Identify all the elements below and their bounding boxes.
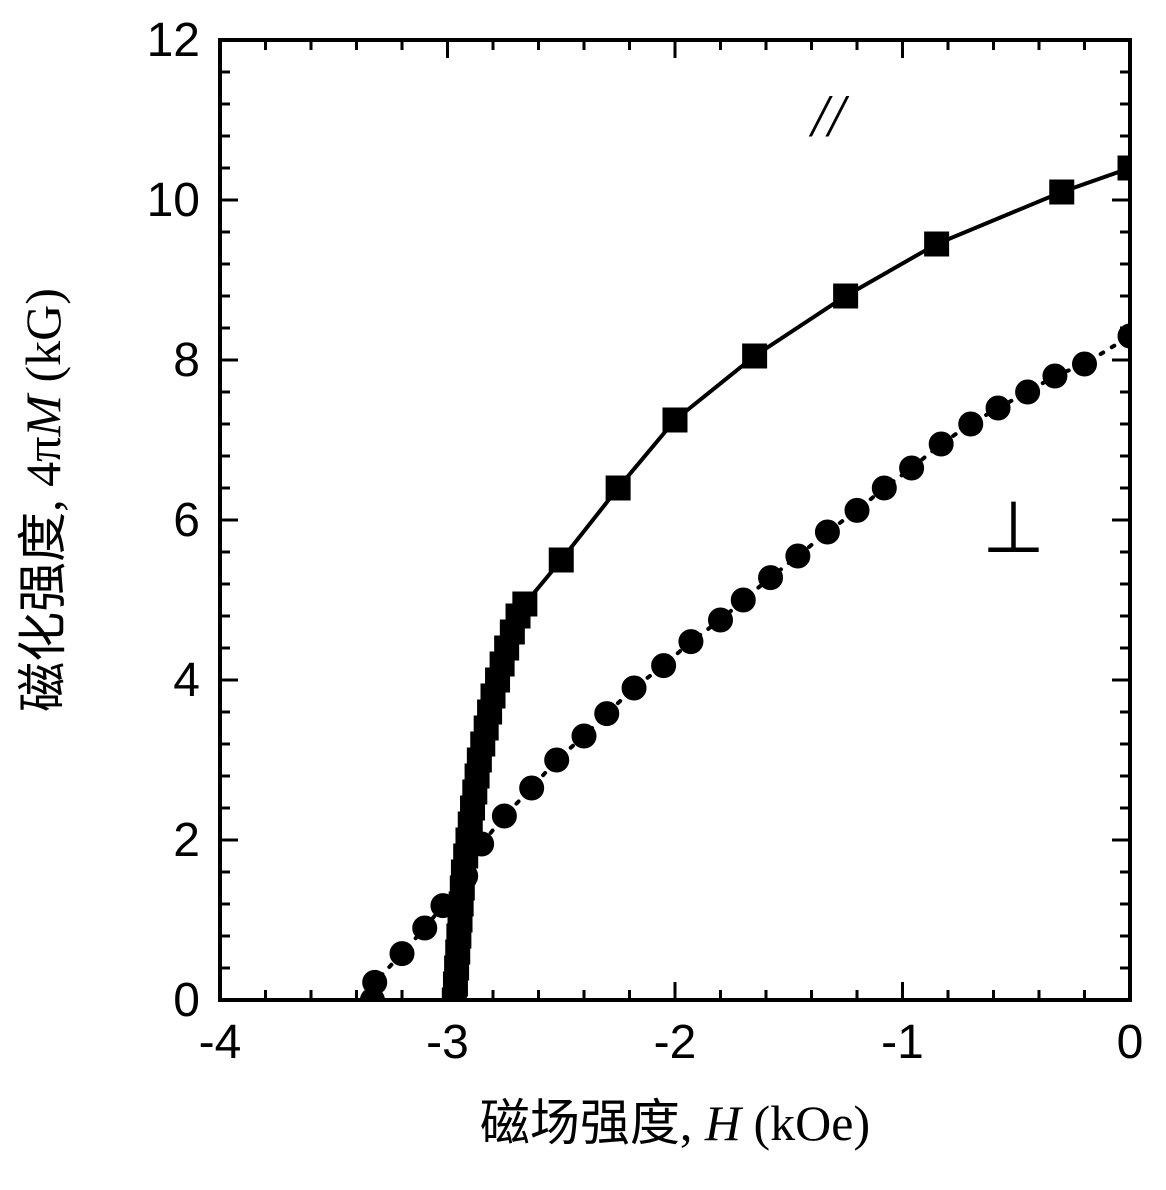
marker-circle [622, 676, 646, 700]
marker-circle [492, 804, 516, 828]
y-tick-label: 10 [147, 174, 200, 227]
marker-circle [679, 630, 703, 654]
y-tick-label: 6 [173, 494, 200, 547]
marker-circle [929, 432, 953, 456]
x-tick-label: -3 [426, 1016, 469, 1069]
marker-circle [1118, 324, 1142, 348]
series-parallel [442, 156, 1142, 1012]
marker-circle [759, 566, 783, 590]
y-tick-label: 4 [173, 654, 200, 707]
marker-circle [986, 396, 1010, 420]
y-axis-label-text: 磁化强度, [15, 499, 71, 712]
x-tick-label: -1 [881, 1016, 924, 1069]
marker-circle [731, 588, 755, 612]
marker-circle [709, 608, 733, 632]
marker-square [743, 344, 767, 368]
marker-square [513, 592, 537, 616]
marker-circle [545, 748, 569, 772]
marker-circle [1073, 352, 1097, 376]
marker-circle [845, 498, 869, 522]
marker-circle [413, 916, 437, 940]
y-tick-label: 2 [173, 814, 200, 867]
marker-circle [520, 776, 544, 800]
marker-circle [900, 456, 924, 480]
marker-circle [872, 476, 896, 500]
x-axis-label: 磁场强度, H (kOe) [480, 1095, 870, 1151]
marker-circle [1016, 380, 1040, 404]
marker-circle [390, 942, 414, 966]
marker-square [834, 284, 858, 308]
marker-square [1118, 156, 1142, 180]
y-tick-label: 0 [173, 974, 200, 1027]
x-axis-var: H [704, 1095, 744, 1151]
series-line-parallel [454, 168, 1130, 1000]
series-label-perpendicular: ⊥ [982, 488, 1045, 568]
magnetization-chart: -4 -3 -2 -1 0 0 2 4 6 8 10 12 磁场强度, H (kOe) 磁化强度, 4πM… [0, 0, 1166, 1190]
chart-container: -4 -3 -2 -1 0 0 2 4 6 8 10 12 磁场强度, H (kOe) 磁化强度, 4πM… [0, 0, 1166, 1190]
marker-square [1050, 180, 1074, 204]
y-axis-label: 磁化强度, 4πM (kG) [15, 288, 71, 712]
marker-circle [363, 970, 387, 994]
x-tick-label: -4 [199, 1016, 242, 1069]
marker-circle [572, 724, 596, 748]
series-perpendicular [360, 324, 1142, 1012]
series-label-parallel: // [809, 83, 851, 149]
y-axis-unit: (kG) [15, 288, 71, 382]
x-axis-unit: (kOe) [754, 1095, 871, 1151]
marker-square [663, 408, 687, 432]
x-tick-label: -2 [654, 1016, 697, 1069]
marker-circle [1043, 364, 1067, 388]
marker-circle [959, 412, 983, 436]
marker-circle [786, 544, 810, 568]
marker-square [925, 232, 949, 256]
marker-square [549, 548, 573, 572]
marker-circle [652, 654, 676, 678]
x-axis-label-text: 磁场强度, [480, 1095, 693, 1151]
x-tick-label: 0 [1117, 1016, 1144, 1069]
y-tick-label: 8 [173, 334, 200, 387]
y-axis-var: M [15, 393, 71, 438]
marker-square [606, 476, 630, 500]
marker-circle [815, 520, 839, 544]
y-tick-label: 12 [147, 14, 200, 67]
marker-circle [595, 702, 619, 726]
